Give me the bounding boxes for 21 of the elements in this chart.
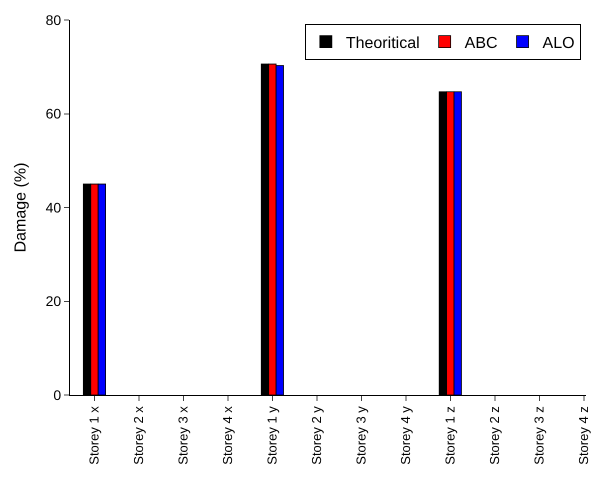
- y-tick-label: 80: [46, 12, 62, 28]
- x-tick-label: Storey 1 x: [86, 406, 102, 465]
- x-tick-label: Storey 4 z: [576, 406, 592, 465]
- x-tick-label: Storey 3 y: [354, 406, 369, 465]
- legend-label: ABC: [464, 34, 498, 52]
- y-tick-label: 20: [46, 293, 62, 310]
- x-tick-label: Storey 1 z: [442, 406, 458, 465]
- x-tick-label: Storey 2 z: [487, 406, 502, 465]
- x-tick-label: Storey 3 z: [532, 406, 547, 465]
- y-tick-label: 0: [53, 386, 62, 403]
- x-tick-label: Storey 2 x: [131, 406, 146, 465]
- x-tick-label: Storey 3 x: [176, 406, 191, 465]
- y-tick-label: 40: [46, 199, 62, 216]
- x-tick-label: Storey 2 y: [309, 406, 324, 465]
- x-tick-label: Storey 1 y: [264, 406, 280, 465]
- x-tick-label: Storey 4 y: [398, 406, 414, 465]
- y-tick-label: 60: [46, 106, 62, 122]
- legend-label: Theoritical: [346, 34, 420, 52]
- x-tick-label: Storey 4 x: [220, 406, 236, 465]
- legend-label: ALO: [542, 34, 575, 52]
- y-axis-title: Damage (%): [12, 162, 30, 252]
